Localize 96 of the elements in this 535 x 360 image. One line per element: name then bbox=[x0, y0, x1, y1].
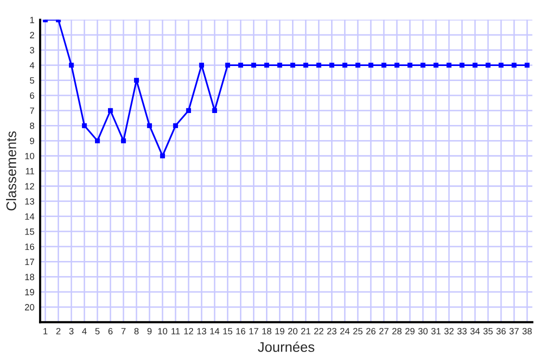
y-tick-label: 4 bbox=[30, 62, 34, 68]
x-tick-label: 16 bbox=[236, 328, 246, 334]
point bbox=[277, 62, 282, 68]
x-tick-label: 33 bbox=[457, 328, 467, 334]
x-tick-label: 31 bbox=[431, 328, 441, 334]
x-tick-label: 15 bbox=[223, 328, 232, 334]
point bbox=[186, 108, 191, 113]
point bbox=[134, 78, 139, 83]
x-axis-title: Journées bbox=[258, 342, 314, 352]
point bbox=[329, 62, 334, 68]
point bbox=[303, 62, 308, 68]
point bbox=[238, 62, 244, 68]
y-tick-label: 17 bbox=[25, 258, 34, 265]
x-tick-label: 13 bbox=[197, 328, 206, 334]
y-tick-label: 13 bbox=[25, 198, 34, 205]
x-tick-label: 30 bbox=[418, 328, 428, 334]
x-tick-label: 36 bbox=[496, 328, 506, 334]
x-tick-label: 4 bbox=[82, 328, 87, 334]
x-tick-label: 8 bbox=[134, 328, 139, 334]
y-tick-label: 1 bbox=[30, 16, 34, 24]
x-tick-label: 2 bbox=[56, 328, 60, 334]
point bbox=[524, 62, 530, 68]
y-tick-label: 8 bbox=[30, 122, 34, 129]
x-tick-label: 3 bbox=[69, 328, 74, 334]
point bbox=[290, 62, 296, 68]
point bbox=[173, 123, 178, 128]
point bbox=[68, 62, 74, 68]
point bbox=[355, 62, 360, 68]
x-tick-label: 29 bbox=[405, 328, 415, 334]
point bbox=[434, 62, 438, 68]
y-tick-label: 15 bbox=[25, 228, 34, 235]
y-tick-label: 6 bbox=[30, 92, 34, 99]
point bbox=[147, 123, 152, 128]
x-tick-label: 25 bbox=[353, 328, 362, 334]
x-tick-label: 26 bbox=[366, 328, 376, 334]
point bbox=[394, 62, 400, 68]
point bbox=[225, 62, 230, 68]
x-tick-label: 14 bbox=[210, 328, 220, 334]
point bbox=[420, 62, 426, 68]
point bbox=[512, 62, 517, 68]
point bbox=[121, 138, 126, 144]
x-tick-label: 34 bbox=[470, 328, 480, 334]
point bbox=[446, 62, 452, 68]
x-tick-label: 24 bbox=[340, 328, 350, 334]
x-tick-label: 32 bbox=[444, 328, 454, 334]
point bbox=[251, 62, 256, 68]
y-tick-label: 19 bbox=[25, 288, 34, 296]
point bbox=[316, 62, 322, 68]
x-tick-label: 11 bbox=[172, 328, 180, 334]
point bbox=[82, 123, 87, 128]
y-tick-label: 2 bbox=[30, 32, 34, 38]
y-tick-label: 3 bbox=[30, 47, 34, 54]
point bbox=[160, 153, 165, 158]
y-tick-label: 10 bbox=[25, 152, 34, 160]
y-tick-label: 18 bbox=[25, 274, 34, 280]
x-tick-label: 12 bbox=[184, 328, 194, 334]
y-tick-label: 9 bbox=[30, 138, 34, 144]
point bbox=[498, 62, 504, 68]
point bbox=[108, 108, 113, 113]
x-tick-label: 19 bbox=[275, 328, 284, 334]
y-tick-label: 5 bbox=[30, 77, 34, 84]
x-tick-label: 23 bbox=[327, 328, 336, 334]
point bbox=[342, 62, 348, 68]
point bbox=[460, 62, 464, 68]
x-tick-label: 1 bbox=[44, 328, 48, 334]
point bbox=[407, 62, 412, 68]
point bbox=[368, 62, 374, 68]
x-tick-label: 6 bbox=[108, 328, 113, 334]
x-tick-label: 38 bbox=[522, 328, 532, 334]
point bbox=[212, 108, 218, 113]
x-tick-label: 22 bbox=[314, 328, 324, 334]
y-tick-label: 12 bbox=[25, 183, 34, 190]
x-tick-label: 9 bbox=[147, 328, 152, 334]
x-tick-label: 18 bbox=[262, 328, 272, 334]
point bbox=[199, 62, 204, 68]
x-tick-label: 10 bbox=[158, 328, 168, 334]
x-tick-label: 28 bbox=[392, 328, 402, 334]
x-tick-label: 35 bbox=[483, 328, 493, 334]
point bbox=[264, 62, 270, 68]
point bbox=[486, 62, 490, 68]
point bbox=[381, 62, 386, 68]
y-tick-label: 16 bbox=[25, 244, 34, 250]
x-tick-label: 37 bbox=[509, 328, 519, 334]
point bbox=[472, 62, 478, 68]
x-tick-label: 17 bbox=[249, 328, 258, 334]
x-tick-label: 20 bbox=[288, 328, 298, 334]
y-axis-title: Classements bbox=[6, 131, 16, 210]
y-tick-label: 20 bbox=[24, 304, 34, 310]
x-tick-label: 27 bbox=[379, 328, 388, 334]
y-tick-label: 7 bbox=[30, 108, 34, 114]
y-tick-label: 14 bbox=[25, 213, 34, 220]
x-tick-label: 5 bbox=[95, 328, 100, 334]
x-tick-label: 21 bbox=[301, 328, 310, 334]
point bbox=[94, 138, 100, 144]
y-tick-label: 11 bbox=[26, 168, 34, 174]
x-tick-label: 7 bbox=[121, 328, 126, 334]
